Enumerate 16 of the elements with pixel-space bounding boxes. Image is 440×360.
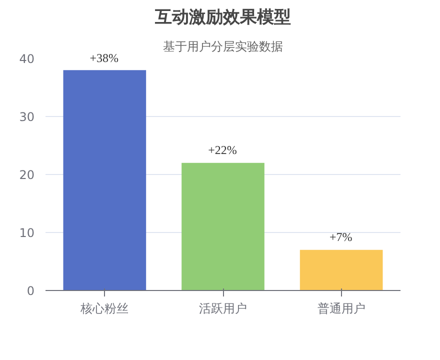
data-label: +22% (208, 143, 237, 158)
data-label: +38% (90, 50, 119, 66)
chart-subtitle: 基于用户分层实验数据 (163, 40, 283, 54)
bar (63, 70, 146, 290)
y-tick-label: 10 (19, 226, 35, 240)
x-tick-label: 核心粉丝 (80, 302, 129, 316)
x-tick-label: 普通用户 (317, 302, 366, 316)
y-tick-label: 20 (19, 168, 35, 182)
y-tick-label: 30 (19, 110, 35, 124)
y-tick-label: 0 (26, 284, 35, 298)
y-tick-label: 40 (19, 52, 35, 66)
bar (300, 250, 383, 290)
bar (182, 162, 264, 290)
data-label: +7% (329, 230, 352, 246)
chart-title: 互动激励效果模型 (154, 8, 291, 28)
x-tick-label: 活跃用户 (199, 302, 247, 316)
